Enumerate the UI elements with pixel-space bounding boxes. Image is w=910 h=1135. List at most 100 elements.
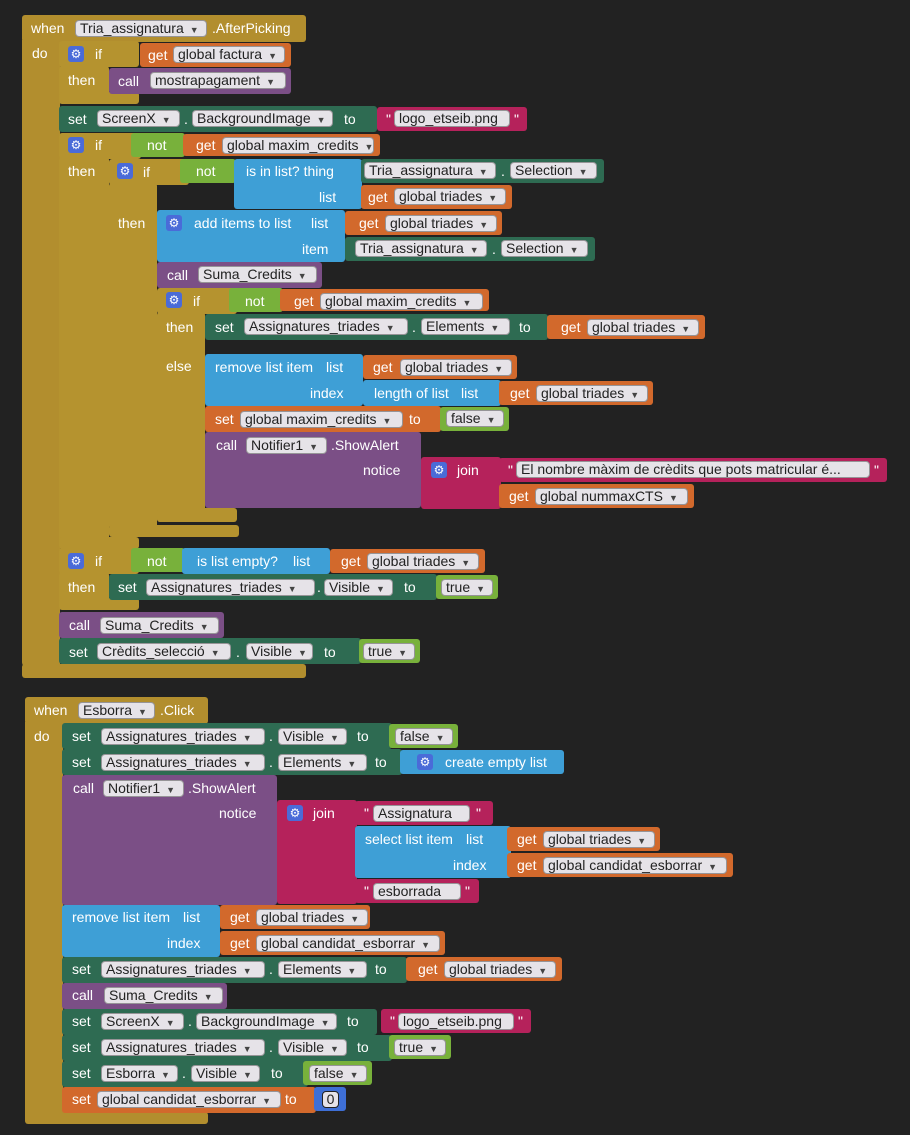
property-dropdown[interactable]: Elements ▼ [421, 318, 510, 335]
property-dropdown[interactable]: Elements ▼ [278, 961, 367, 978]
chevron-down-icon: ▼ [668, 493, 678, 503]
text-value[interactable]: esborrada [373, 883, 461, 900]
gear-icon[interactable]: ⚙ [68, 46, 84, 62]
text-value[interactable]: logo_etseib.png [398, 1013, 514, 1030]
component-dropdown[interactable]: Esborra ▼ [78, 702, 155, 719]
property-dropdown[interactable]: BackgroundImage ▼ [196, 1013, 337, 1030]
property-dropdown[interactable]: BackgroundImage ▼ [192, 110, 333, 127]
component-dropdown[interactable]: Esborra ▼ [101, 1065, 178, 1082]
variable-dropdown[interactable]: global candidat_esborrar ▼ [97, 1091, 281, 1108]
is-list-empty-block[interactable] [182, 548, 330, 574]
not-block[interactable] [180, 159, 236, 183]
do-label: do [34, 728, 50, 744]
variable-dropdown[interactable]: global nummaxCTS ▼ [535, 488, 688, 505]
variable-dropdown[interactable]: global triades ▼ [394, 188, 506, 205]
component-dropdown[interactable]: Notifier1 ▼ [246, 437, 327, 454]
quote-close-icon: " [518, 1013, 523, 1029]
property-dropdown[interactable]: Visible ▼ [278, 1039, 347, 1056]
variable-dropdown[interactable]: global triades ▼ [385, 215, 497, 232]
dot-label: . [317, 579, 321, 595]
chevron-down-icon: ▼ [189, 25, 199, 35]
gear-icon[interactable]: ⚙ [417, 754, 433, 770]
boolean-dropdown[interactable]: true ▼ [394, 1039, 446, 1056]
gear-icon[interactable]: ⚙ [68, 137, 84, 153]
procedure-dropdown[interactable]: Suma_Credits ▼ [198, 266, 317, 283]
get-label: get [359, 215, 379, 231]
to-label: to [324, 644, 336, 660]
chevron-down-icon: ▼ [347, 966, 357, 976]
component-dropdown[interactable]: Assignatures_triades ▼ [101, 728, 265, 745]
procedure-dropdown[interactable]: mostrapagament ▼ [150, 72, 286, 89]
component-dropdown[interactable]: Tria_assignatura ▼ [364, 162, 496, 179]
chevron-down-icon: ▼ [199, 622, 209, 632]
variable-dropdown[interactable]: global candidat_esborrar ▼ [543, 857, 727, 874]
remove-list-item-block[interactable] [62, 905, 220, 957]
property-dropdown[interactable]: Visible ▼ [191, 1065, 260, 1082]
variable-dropdown[interactable]: global triades ▼ [444, 961, 556, 978]
component-dropdown[interactable]: Assignatures_triades ▼ [244, 318, 408, 335]
component-dropdown[interactable]: Assignatures_triades ▼ [146, 579, 315, 596]
gear-icon[interactable]: ⚙ [431, 462, 447, 478]
property-dropdown[interactable]: Visible ▼ [278, 728, 347, 745]
call-label: call [216, 437, 238, 453]
is-in-list-block[interactable] [234, 159, 362, 209]
variable-dropdown[interactable]: global triades ▼ [367, 553, 479, 570]
gear-icon[interactable]: ⚙ [287, 805, 303, 821]
text-value[interactable]: logo_etseib.png [394, 110, 510, 127]
property-dropdown[interactable]: Selection ▼ [510, 162, 597, 179]
not-block[interactable] [229, 288, 283, 312]
gear-icon[interactable]: ⚙ [68, 553, 84, 569]
boolean-dropdown[interactable]: false ▼ [309, 1065, 367, 1082]
component-dropdown[interactable]: Assignatures_triades ▼ [101, 754, 265, 771]
property-dropdown[interactable]: Visible ▼ [246, 643, 313, 660]
component-dropdown[interactable]: ScreenX ▼ [101, 1013, 184, 1030]
dot-label: . [184, 111, 188, 127]
component-dropdown[interactable]: Assignatures_triades ▼ [101, 1039, 265, 1056]
variable-dropdown[interactable]: global maxim_credits ▼ [320, 293, 483, 310]
component-dropdown[interactable]: Notifier1 ▼ [103, 780, 184, 797]
component-dropdown[interactable]: Tria_assignatura ▼ [355, 240, 487, 257]
number-value[interactable]: 0 [322, 1091, 339, 1108]
variable-dropdown[interactable]: global candidat_esborrar ▼ [256, 935, 440, 952]
select-list-item-block[interactable] [355, 826, 511, 878]
gear-icon[interactable]: ⚙ [166, 292, 182, 308]
event-name: .Click [160, 702, 195, 718]
not-block[interactable] [131, 548, 185, 572]
component-dropdown[interactable]: Assignatures_triades ▼ [101, 961, 265, 978]
component-dropdown[interactable]: Tria_assignatura ▼ [75, 20, 207, 37]
variable-dropdown[interactable]: global triades ▼ [587, 319, 699, 336]
property-dropdown[interactable]: Visible ▼ [324, 579, 393, 596]
variable-dropdown[interactable]: global triades ▼ [536, 385, 648, 402]
get-label: get [510, 385, 530, 401]
variable-dropdown[interactable]: global triades ▼ [256, 909, 368, 926]
variable-dropdown[interactable]: global triades ▼ [543, 831, 655, 848]
procedure-dropdown[interactable]: Suma_Credits ▼ [100, 617, 219, 634]
variable-dropdown[interactable]: global factura ▼ [173, 46, 285, 63]
property-dropdown[interactable]: Elements ▼ [278, 754, 367, 771]
remove-list-item-block[interactable] [205, 354, 363, 406]
component-dropdown[interactable]: Crèdits_selecció ▼ [97, 643, 231, 660]
variable-dropdown[interactable]: global triades ▼ [400, 359, 512, 376]
boolean-dropdown[interactable]: true ▼ [441, 579, 493, 596]
gear-icon[interactable]: ⚙ [166, 215, 182, 231]
quote-open-icon: " [508, 462, 513, 478]
gear-icon[interactable]: ⚙ [117, 163, 133, 179]
chevron-down-icon: ▼ [630, 390, 640, 400]
length-of-list-block[interactable] [363, 380, 501, 406]
length-label: length of list [374, 385, 449, 401]
text-value[interactable]: Assignatura [373, 805, 470, 822]
not-block[interactable] [131, 133, 185, 157]
text-value[interactable]: El nombre màxim de crèdits que pots matr… [516, 461, 870, 478]
is-list-empty-label: is list empty? [197, 553, 278, 569]
boolean-dropdown[interactable]: true ▼ [363, 643, 415, 660]
index-label: index [167, 935, 201, 951]
variable-dropdown[interactable]: global maxim_credits ▼ [240, 411, 403, 428]
property-dropdown[interactable]: Selection ▼ [501, 240, 588, 257]
boolean-dropdown[interactable]: false ▼ [446, 410, 504, 427]
add-items-block[interactable] [157, 210, 345, 262]
then-label: then [166, 319, 194, 335]
boolean-dropdown[interactable]: false ▼ [395, 728, 453, 745]
procedure-dropdown[interactable]: Suma_Credits ▼ [104, 987, 223, 1004]
component-dropdown[interactable]: ScreenX ▼ [97, 110, 180, 127]
variable-dropdown[interactable]: global maxim_credits ▼ [222, 137, 374, 154]
